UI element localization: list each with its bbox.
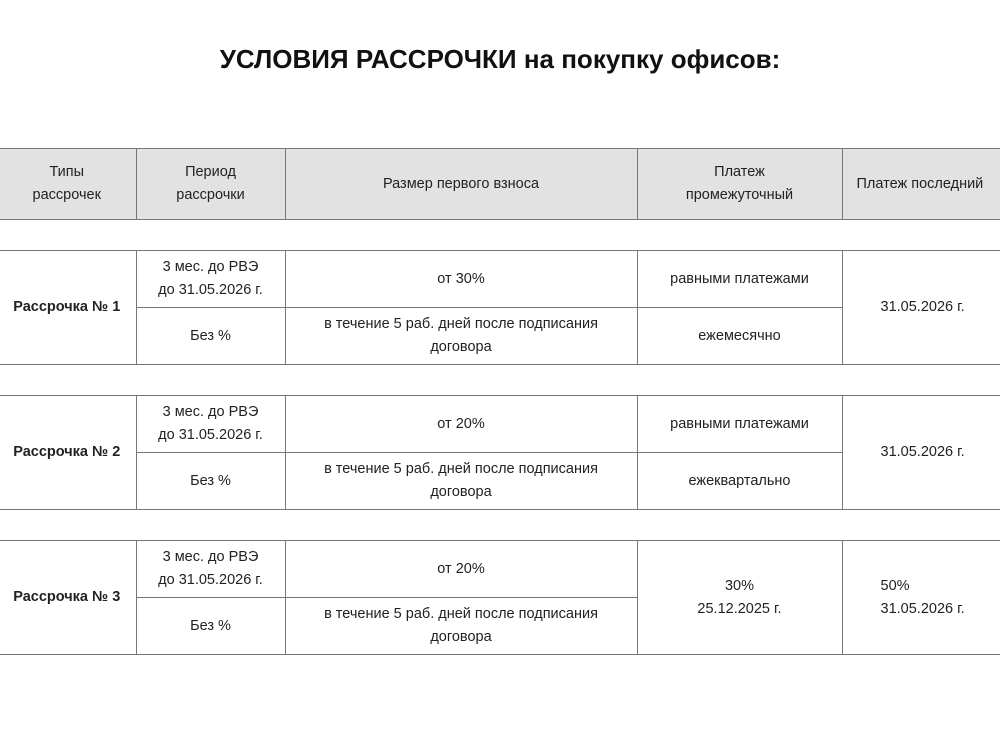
plan-period: 3 мес. до РВЭ до 31.05.2026 г. xyxy=(135,250,286,308)
plan-period: 3 мес. до РВЭ до 31.05.2026 г. xyxy=(135,395,286,453)
plan-name: Рассрочка № 3 xyxy=(0,540,137,655)
plan-2-table: Рассрочка № 2 3 мес. до РВЭ до 31.05.202… xyxy=(0,395,1000,510)
plan-name: Рассрочка № 1 xyxy=(0,250,137,365)
plan-intermediate-frequency: ежемесячно xyxy=(636,307,843,365)
plan-3-table: Рассрочка № 3 3 мес. до РВЭ до 31.05.202… xyxy=(0,540,1000,655)
header-first-payment: Размер первого взноса xyxy=(284,148,638,220)
header-types: Типы рассрочек xyxy=(0,148,137,220)
plan-interest: Без % xyxy=(135,452,286,510)
plan-last: 31.05.2026 г. xyxy=(841,250,1000,365)
plan-intermediate: 30% 25.12.2025 г. xyxy=(636,540,843,655)
plan-name: Рассрочка № 2 xyxy=(0,395,137,510)
plan-period: 3 мес. до РВЭ до 31.05.2026 г. xyxy=(135,540,286,598)
plan-first-payment-term: в течение 5 раб. дней после подписания д… xyxy=(284,597,638,655)
plan-first-payment: от 20% xyxy=(284,540,638,598)
plan-interest: Без % xyxy=(135,307,286,365)
header-intermediate: Платеж промежуточный xyxy=(636,148,843,220)
plan-1-table: Рассрочка № 1 3 мес. до РВЭ до 31.05.202… xyxy=(0,250,1000,365)
plan-intermediate-frequency: ежеквартально xyxy=(636,452,843,510)
plan-first-payment: от 20% xyxy=(284,395,638,453)
plan-interest: Без % xyxy=(135,597,286,655)
plan-first-payment-term: в течение 5 раб. дней после подписания д… xyxy=(284,307,638,365)
header-period: Период рассрочки xyxy=(135,148,286,220)
plan-last: 31.05.2026 г. xyxy=(841,395,1000,510)
plan-first-payment: от 30% xyxy=(284,250,638,308)
page-title: УСЛОВИЯ РАССРОЧКИ на покупку офисов: xyxy=(219,44,781,74)
plan-intermediate: равными платежами xyxy=(636,395,843,453)
header-table: Типы рассрочек Период рассрочки Размер п… xyxy=(0,148,1000,220)
plan-last: 50% 31.05.2026 г. xyxy=(841,540,1000,655)
plan-first-payment-term: в течение 5 раб. дней после подписания д… xyxy=(284,452,638,510)
header-last: Платеж последний xyxy=(841,148,1000,220)
plan-intermediate: равными платежами xyxy=(636,250,843,308)
